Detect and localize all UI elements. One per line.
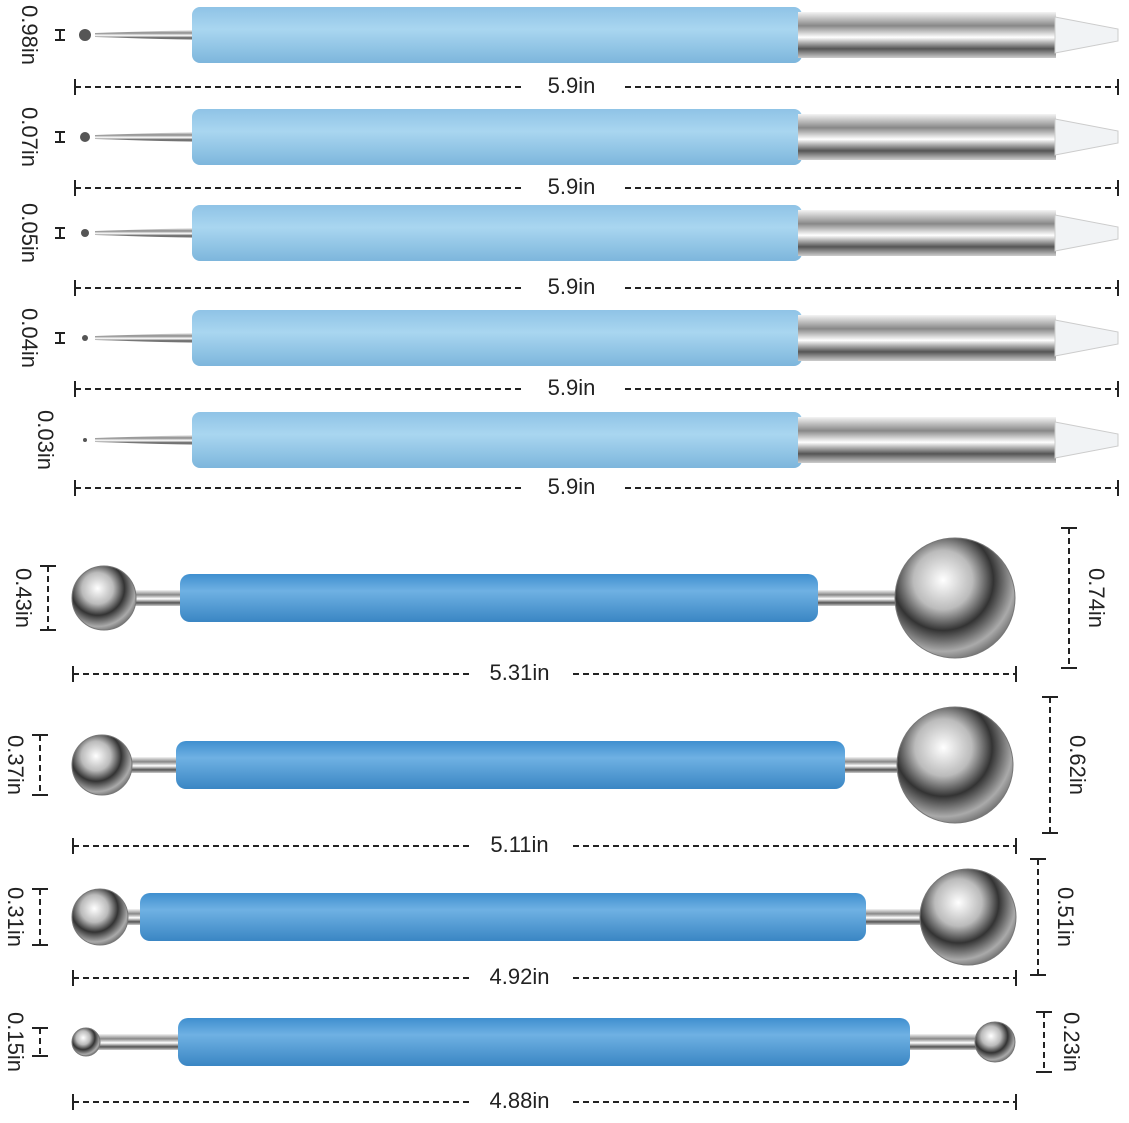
small-ball [71,1027,101,1057]
ferrule [798,315,1056,361]
length-label: 5.9in [548,73,596,98]
dot-tip [82,335,88,341]
silicone-tip [1054,421,1119,459]
needle [95,333,195,343]
needle [95,30,195,40]
ferrule [798,114,1056,160]
label-bg [521,73,622,101]
length-label: 4.92in [490,964,550,989]
size-label: 0.07in [17,107,42,167]
length-label: 4.88in [490,1088,550,1113]
large-ball [974,1021,1016,1063]
length-label: 5.11in [490,832,548,857]
needle [95,132,195,142]
length-label: 5.9in [548,474,596,499]
handle [140,893,866,941]
handle [178,1018,910,1066]
dot-tip [83,438,87,442]
label-bg [469,660,570,688]
label-bg [521,274,622,302]
label-bg [521,474,622,502]
silicone-tip [1054,16,1119,54]
length-label: 5.9in [548,174,596,199]
ferrule [798,12,1056,58]
small-ball [71,888,129,946]
handle [192,109,802,165]
silicone-tip [1054,214,1119,252]
size-label: 0.05in [17,203,42,263]
dot-tip [80,132,90,142]
size-label: 0.04in [17,308,42,368]
length-label: 5.9in [548,375,596,400]
small-ball [71,565,137,631]
dot-tip [81,229,89,237]
large-ball [896,706,1014,824]
handle [180,574,818,622]
dot-tip [79,29,91,41]
size-label: 0.98in [17,5,42,65]
label-bg [521,375,622,403]
size-label: 0.37in [3,735,28,795]
small-ball [71,734,133,796]
silicone-tip [1054,118,1119,156]
ferrule [798,210,1056,256]
size-label: 0.31in [3,887,28,947]
needle [95,228,195,238]
large-ball [919,868,1017,966]
size-label: 0.03in [33,410,58,470]
label-bg [469,1088,570,1116]
size-label: 0.62in [1065,735,1090,795]
size-label: 0.23in [1059,1012,1084,1072]
length-label: 5.9in [548,274,596,299]
handle [192,310,802,366]
large-ball [894,537,1016,659]
label-bg [469,964,570,992]
label-bg [521,174,622,202]
needle [95,435,195,445]
size-label: 0.43in [11,568,36,628]
label-bg [469,832,570,860]
handle [176,741,845,789]
silicone-tip [1054,319,1119,357]
size-label: 0.74in [1084,568,1109,628]
size-label: 0.15in [3,1012,28,1072]
handle [192,205,802,261]
handle [192,7,802,63]
ferrule [798,417,1056,463]
handle [192,412,802,468]
size-label: 0.51in [1053,887,1078,947]
length-label: 5.31in [490,660,550,685]
